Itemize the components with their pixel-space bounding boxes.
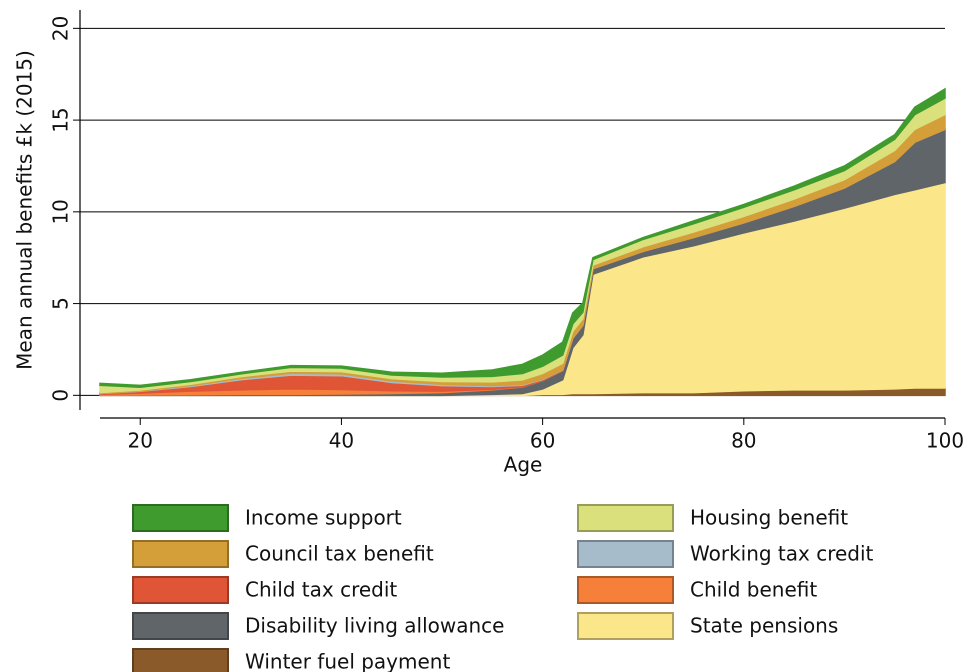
x-tick-label: 80 <box>731 429 756 453</box>
legend-swatch <box>577 612 674 640</box>
legend-label: Housing benefit <box>690 506 848 530</box>
legend-swatch-border <box>577 576 674 604</box>
legend-label: Disability living allowance <box>245 614 504 638</box>
x-tick-label: 20 <box>128 429 153 453</box>
legend-swatch-border <box>577 612 674 640</box>
legend-swatch <box>132 540 229 568</box>
y-tick-label: 15 <box>49 107 73 132</box>
legend-label: Child benefit <box>690 578 817 602</box>
y-tick-label: 10 <box>49 199 73 224</box>
legend-swatch-border <box>132 648 229 672</box>
legend-swatch-border <box>132 540 229 568</box>
legend-label: Council tax benefit <box>245 542 434 566</box>
legend-swatch <box>132 576 229 604</box>
y-axis-label: Mean annual benefits £k (2015) <box>13 50 37 370</box>
x-tick-label: 40 <box>329 429 354 453</box>
x-tick-label: 60 <box>530 429 555 453</box>
legend-swatch-border <box>577 504 674 532</box>
area <box>99 87 946 389</box>
legend-swatch <box>577 576 674 604</box>
legend-label: Winter fuel payment <box>245 650 450 672</box>
legend-label: Child tax credit <box>245 578 397 602</box>
legend-label: Working tax credit <box>690 542 874 566</box>
legend-label: State pensions <box>690 614 838 638</box>
legend-swatch <box>132 612 229 640</box>
legend-swatch <box>132 648 229 672</box>
y-tick-label: 5 <box>49 297 73 310</box>
legend-swatch <box>577 540 674 568</box>
legend-swatch-border <box>577 540 674 568</box>
y-tick-label: 20 <box>49 16 73 41</box>
x-tick-label: 100 <box>926 429 964 453</box>
legend-swatch-border <box>132 576 229 604</box>
y-tick-label: 0 <box>49 389 73 402</box>
legend-label: Income support <box>245 506 402 530</box>
legend-swatch-border <box>132 504 229 532</box>
legend-swatch <box>132 504 229 532</box>
x-axis-label: Age <box>504 453 543 477</box>
legend-swatch-border <box>132 612 229 640</box>
legend-swatch <box>577 504 674 532</box>
